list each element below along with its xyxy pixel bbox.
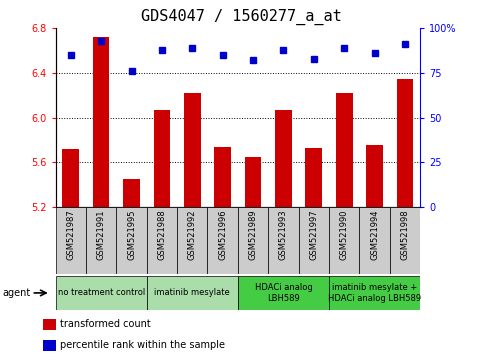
Bar [366, 144, 383, 207]
Bar [147, 207, 177, 274]
Text: GSM521989: GSM521989 [249, 209, 257, 260]
Bar [154, 110, 170, 207]
Bar [336, 93, 353, 207]
Bar [245, 157, 261, 207]
Bar [43, 340, 56, 351]
Bar [177, 207, 208, 274]
Bar [184, 93, 200, 207]
Text: agent: agent [2, 288, 30, 298]
Text: HDACi analog
LBH589: HDACi analog LBH589 [255, 283, 313, 303]
Text: GSM521992: GSM521992 [188, 209, 197, 259]
Bar [268, 207, 298, 274]
Bar [86, 207, 116, 274]
Text: GSM521988: GSM521988 [157, 209, 167, 260]
Bar [62, 149, 79, 207]
Text: GDS4047 / 1560277_a_at: GDS4047 / 1560277_a_at [141, 9, 342, 25]
Bar [329, 207, 359, 274]
Text: GSM521995: GSM521995 [127, 209, 136, 259]
Text: GSM521994: GSM521994 [370, 209, 379, 259]
Text: imatinib mesylate: imatinib mesylate [155, 289, 230, 297]
Text: GSM521998: GSM521998 [400, 209, 410, 260]
Bar [56, 207, 86, 274]
Text: GSM521996: GSM521996 [218, 209, 227, 260]
Bar [123, 179, 140, 207]
Text: GSM521987: GSM521987 [66, 209, 75, 260]
Bar [93, 37, 110, 207]
Text: percentile rank within the sample: percentile rank within the sample [60, 341, 226, 350]
Bar [397, 79, 413, 207]
Bar [56, 276, 147, 310]
Bar [43, 319, 56, 330]
Bar [116, 207, 147, 274]
Text: imatinib mesylate +
HDACi analog LBH589: imatinib mesylate + HDACi analog LBH589 [328, 283, 421, 303]
Bar [390, 207, 420, 274]
Bar [238, 207, 268, 274]
Bar [275, 110, 292, 207]
Bar [147, 276, 238, 310]
Bar [329, 276, 420, 310]
Bar [298, 207, 329, 274]
Text: GSM521991: GSM521991 [97, 209, 106, 259]
Bar [238, 276, 329, 310]
Text: GSM521990: GSM521990 [340, 209, 349, 259]
Bar [214, 147, 231, 207]
Bar [208, 207, 238, 274]
Bar [359, 207, 390, 274]
Text: transformed count: transformed count [60, 319, 151, 330]
Bar [305, 148, 322, 207]
Text: GSM521993: GSM521993 [279, 209, 288, 260]
Text: GSM521997: GSM521997 [309, 209, 318, 260]
Text: no treatment control: no treatment control [57, 289, 145, 297]
